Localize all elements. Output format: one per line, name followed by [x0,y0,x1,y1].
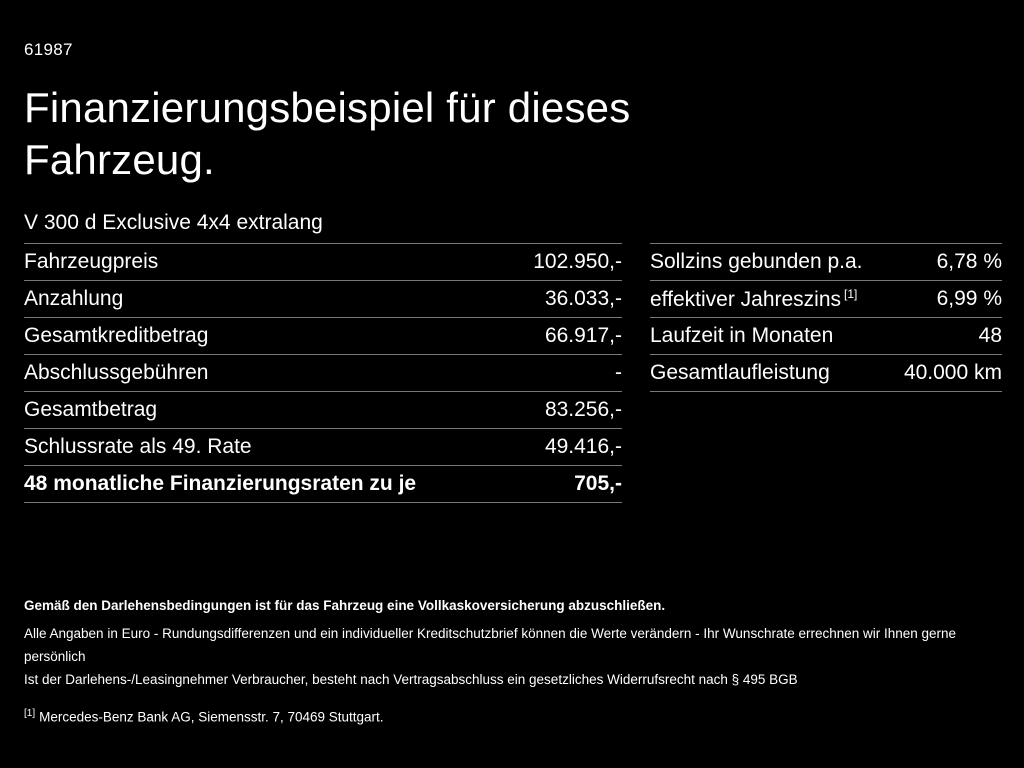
table-row: Gesamtbetrag 83.256,- [24,391,622,428]
vehicle-model: V 300 d Exclusive 4x4 extralang [24,211,323,234]
page-title-line1: Finanzierungsbeispiel für dieses [24,84,631,131]
row-label: Fahrzeugpreis [24,250,159,273]
row-label: Schlussrate als 49. Rate [24,435,252,458]
row-value: 36.033,- [544,287,622,310]
table-row: Anzahlung 36.033,- [24,280,622,317]
row-value: 48 [978,324,1002,347]
table-row: Laufzeit in Monaten 48 [650,317,1002,354]
row-value: 6,78 % [936,250,1002,273]
row-value: 102.950,- [533,250,622,273]
insurance-note: Gemäß den Darlehensbedingungen ist für d… [24,598,666,613]
bank-footnote: [1] Mercedes-Benz Bank AG, Siemensstr. 7,… [24,702,1000,729]
row-label: Gesamtkreditbetrag [24,324,209,347]
page-title: Finanzierungsbeispiel für dieses Fahrzeug… [24,82,630,186]
row-label: 48 monatliche Finanzierungsraten zu je [24,472,417,495]
document-id: 61987 [24,40,73,59]
conditions-table: Sollzins gebunden p.a. 6,78 % effektiver… [650,243,1002,392]
row-label: Gesamtlaufleistung [650,361,830,384]
row-label: Laufzeit in Monaten [650,324,834,347]
row-value: 40.000 km [903,361,1002,384]
footnote-marker: [1] [24,708,36,719]
row-label: Anzahlung [24,287,124,310]
row-value: 49.416,- [544,435,622,458]
table-row: Schlussrate als 49. Rate 49.416,- [24,428,622,465]
disclaimer-line2: Ist der Darlehens-/Leasingnehmer Verbrau… [24,672,798,687]
disclaimer-line1: Alle Angaben in Euro - Rundungsdifferenz… [24,626,957,664]
table-row: Sollzins gebunden p.a. 6,78 % [650,243,1002,280]
footnote-text: Mercedes-Benz Bank AG, Siemensstr. 7, 70… [39,709,384,725]
legal-footer: Gemäß den Darlehensbedingungen ist für d… [24,594,1000,729]
row-value: 6,99 % [936,287,1002,310]
table-row: Gesamtkreditbetrag 66.917,- [24,317,622,354]
table-row: Abschlussgebühren - [24,354,622,391]
table-row: Fahrzeugpreis 102.950,- [24,243,622,280]
row-label: Gesamtbetrag [24,398,158,421]
row-value: 83.256,- [544,398,622,421]
row-label: Sollzins gebunden p.a. [650,250,863,273]
footnote-ref: [1] [844,286,858,301]
row-value: - [615,361,622,384]
row-label: Abschlussgebühren [24,361,209,384]
page-title-line2: Fahrzeug. [24,136,215,183]
row-value: 66.917,- [544,324,622,347]
table-row-monthly-rate: 48 monatliche Finanzierungsraten zu je 7… [24,465,622,503]
table-row: effektiver Jahreszins [1] 6,99 % [650,280,1002,317]
row-label-text: effektiver Jahreszins [650,287,842,311]
financing-table: Fahrzeugpreis 102.950,- Anzahlung 36.033… [24,243,622,503]
row-value: 705,- [574,472,622,495]
row-label: effektiver Jahreszins [1] [650,287,857,312]
table-row: Gesamtlaufleistung 40.000 km [650,354,1002,392]
